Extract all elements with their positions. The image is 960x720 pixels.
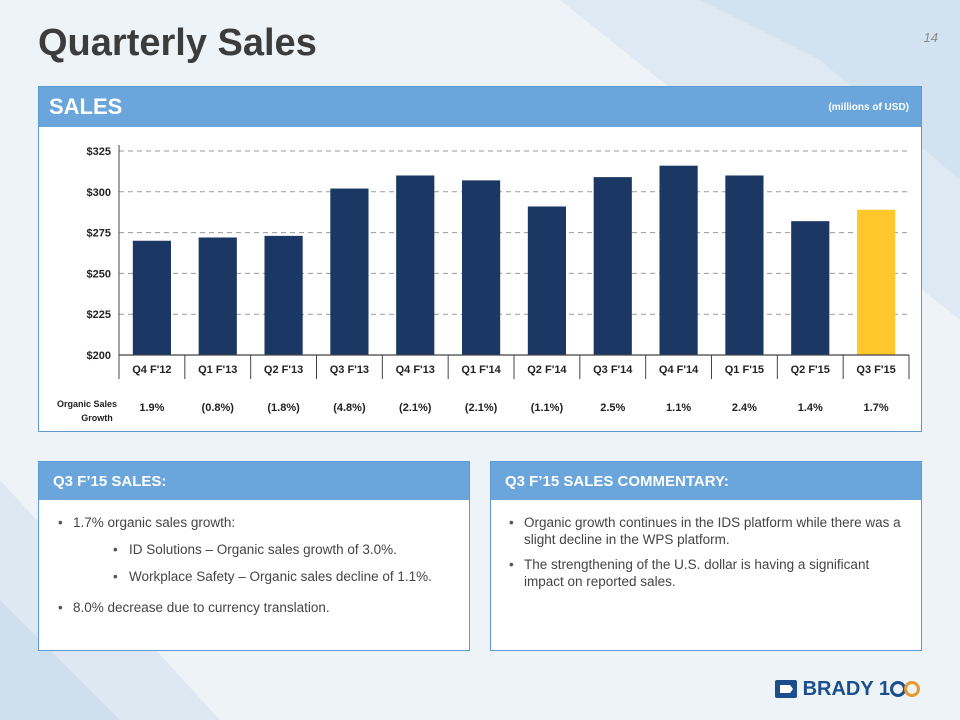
q3-sales-box: Q3 F’15 SALES: 1.7% organic sales growth… xyxy=(38,461,470,651)
y-tick-label: $200 xyxy=(87,350,111,362)
sales-bar-chart: $200 $225 $250 $275 $300 $325 Q4 F'12 Q1 F'13 Q2… xyxy=(57,145,910,423)
growth-value: 1.4% xyxy=(798,402,823,414)
commentary-item: Organic growth continues in the IDS plat… xyxy=(509,514,901,548)
sales-header-title: SALES xyxy=(49,94,123,119)
bar xyxy=(198,237,237,355)
x-tick-label: Q1 F'13 xyxy=(198,364,237,376)
x-tick-label: Q2 F'14 xyxy=(527,364,567,376)
commentary-item: The strengthening of the U.S. dollar is … xyxy=(509,556,901,590)
q3-commentary-header: Q3 F’15 SALES COMMENTARY: xyxy=(491,462,921,500)
q3-commentary-list: Organic growth continues in the IDS plat… xyxy=(491,514,921,590)
brady-logo-text: BRADY 1 xyxy=(803,678,920,701)
growth-value: 2.5% xyxy=(600,402,625,414)
growth-value: (1.8%) xyxy=(267,402,300,414)
y-tick-label: $300 xyxy=(87,187,111,199)
brady-logo-icon xyxy=(774,680,797,698)
bar xyxy=(527,206,567,355)
q3-sales-item: 1.7% organic sales growth: xyxy=(58,514,469,531)
bar xyxy=(593,177,632,355)
q3-sales-list: 1.7% organic sales growth: ID Solutions … xyxy=(39,514,469,616)
growth-value: (1.1%) xyxy=(531,402,564,414)
x-tick-label: Q4 F'14 xyxy=(659,364,699,376)
y-tick-label: $225 xyxy=(87,309,111,321)
growth-value: (0.8%) xyxy=(202,402,235,414)
growth-value: 1.7% xyxy=(864,402,889,414)
growth-value: 1.1% xyxy=(666,402,691,414)
bar xyxy=(659,165,698,355)
bar xyxy=(856,209,896,355)
x-tick-label: Q4 F'12 xyxy=(132,364,171,376)
bar xyxy=(461,180,501,355)
q3-sales-subitem: ID Solutions – Organic sales growth of 3… xyxy=(113,541,469,558)
x-tick-label: Q3 F'13 xyxy=(330,364,369,376)
growth-value: (4.8%) xyxy=(333,402,366,414)
x-tick-label: Q4 F'13 xyxy=(396,364,435,376)
growth-row-label: Growth xyxy=(81,413,113,423)
growth-value: 1.9% xyxy=(139,402,164,414)
page-title: Quarterly Sales xyxy=(38,22,317,64)
brady-logo: BRADY 1 xyxy=(774,678,920,701)
y-tick-label: $275 xyxy=(87,228,111,240)
bar xyxy=(791,221,830,355)
y-tick-label: $325 xyxy=(87,146,111,158)
q3-sales-subitem: Workplace Safety – Organic sales decline… xyxy=(113,568,469,585)
x-tick-label: Q3 F'14 xyxy=(593,364,633,376)
bar xyxy=(330,188,369,355)
q3-sales-header: Q3 F’15 SALES: xyxy=(39,462,469,500)
x-tick-label: Q1 F'15 xyxy=(725,364,764,376)
growth-value: (2.1%) xyxy=(465,402,498,414)
x-tick-label: Q2 F'13 xyxy=(264,364,303,376)
sales-panel: SALES (millions of USD) $200 $225 $250 $275… xyxy=(38,86,922,432)
page-number: 14 xyxy=(923,30,938,45)
bar xyxy=(396,175,435,355)
growth-row-label: Organic Sales xyxy=(57,399,117,409)
y-tick-label: $250 xyxy=(87,268,111,280)
bar xyxy=(264,235,303,355)
sales-unit-label: (millions of USD) xyxy=(828,102,909,113)
x-tick-label: Q3 F'15 xyxy=(856,364,895,376)
sales-panel-header: SALES (millions of USD) xyxy=(39,87,921,127)
growth-value: (2.1%) xyxy=(399,402,432,414)
q3-commentary-box: Q3 F’15 SALES COMMENTARY: Organic growth… xyxy=(490,461,922,651)
q3-sales-item: 8.0% decrease due to currency translatio… xyxy=(58,599,469,616)
bar xyxy=(132,240,172,355)
x-tick-label: Q1 F'14 xyxy=(461,364,501,376)
bar xyxy=(725,175,764,355)
growth-value: 2.4% xyxy=(732,402,757,414)
x-tick-label: Q2 F'15 xyxy=(791,364,830,376)
